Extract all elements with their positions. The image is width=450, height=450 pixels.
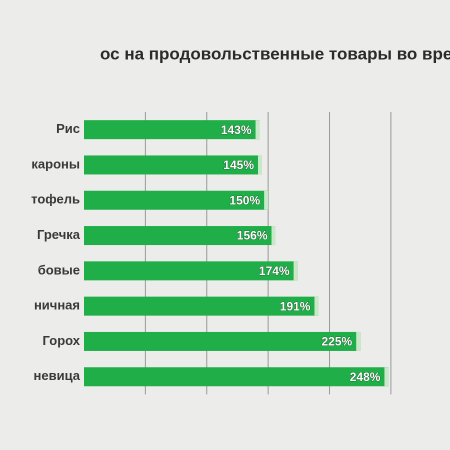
category-label: невица xyxy=(34,368,81,383)
category-label: бовые xyxy=(38,262,80,277)
bar xyxy=(84,261,298,281)
category-label: Горох xyxy=(43,333,81,348)
bar-tip xyxy=(314,296,319,316)
bar xyxy=(84,367,389,387)
value-label: 248% xyxy=(350,370,381,384)
bar-tip xyxy=(271,226,276,246)
chart-title: ос на продовольственные товары во вре xyxy=(100,44,450,63)
bar xyxy=(84,226,276,246)
bar xyxy=(84,190,269,210)
bar-tip xyxy=(384,367,389,387)
bar xyxy=(84,120,260,140)
value-label: 145% xyxy=(223,158,254,172)
value-label: 150% xyxy=(229,193,260,207)
bar-tip xyxy=(264,190,269,210)
bar xyxy=(84,155,262,175)
value-label: 191% xyxy=(280,299,311,313)
category-label: тофель xyxy=(31,192,80,207)
bar-tip xyxy=(258,155,262,175)
bar xyxy=(84,331,361,351)
category-label: ничная xyxy=(34,298,80,313)
bar xyxy=(84,296,319,316)
bar-tip xyxy=(356,331,361,351)
value-label: 156% xyxy=(237,229,268,243)
category-label: Рис xyxy=(56,121,80,136)
bar-tip xyxy=(255,120,260,140)
value-label: 174% xyxy=(259,264,290,278)
category-label: Гречка xyxy=(37,227,81,242)
category-label: кароны xyxy=(31,156,80,171)
value-label: 143% xyxy=(221,123,252,137)
bar-tip xyxy=(293,261,298,281)
value-label: 225% xyxy=(322,335,353,349)
